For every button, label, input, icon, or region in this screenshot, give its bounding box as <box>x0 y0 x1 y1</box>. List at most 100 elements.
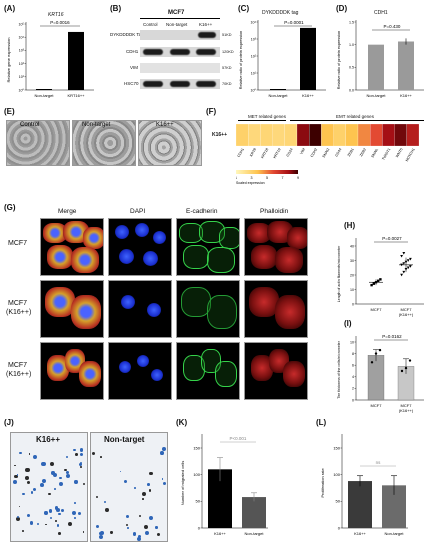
migrated-cell-dot <box>55 506 59 510</box>
y-tick-label: 10³ <box>19 49 25 53</box>
migrated-cell-dot <box>37 522 40 525</box>
migrated-cell-dot <box>145 530 150 535</box>
y-tick-label: 10⁴ <box>18 36 24 40</box>
panel-b-row-label-1: DYKDDDDK Tag <box>110 32 144 37</box>
heatmap-cell-cdh1 <box>236 123 249 147</box>
panel-g-row3-label-2: (K16++) <box>6 371 32 378</box>
panel-b-row-label-3: VIM <box>130 65 139 70</box>
panel-c-pvalue: P=0.0001 <box>284 20 304 25</box>
migrated-cell-dot <box>13 480 18 485</box>
panel-b-row-label-2: CDH1 <box>126 49 139 54</box>
heatmap-cell-snail <box>370 123 383 147</box>
migrated-cell-dot <box>58 476 62 480</box>
migrated-cell-dot <box>144 524 149 529</box>
migrated-cell-dot <box>14 464 16 467</box>
panel-h-xlabel-2b: (K16++) <box>399 312 414 317</box>
migrated-cell-dot <box>18 505 21 508</box>
y-tick-label: 100 <box>333 472 340 477</box>
blot-row-cdh1 <box>140 47 220 57</box>
panel-l-pvalue: ns <box>376 460 382 465</box>
y-tick-label: 10² <box>19 62 25 66</box>
i-bar <box>367 355 385 401</box>
migrated-cell-dot <box>66 474 71 479</box>
heatmap-cell-notch1 <box>406 123 420 147</box>
heatmap-gene-label: CD44 <box>335 148 343 158</box>
heatmap-gene-label: NOTCH1 <box>405 148 416 163</box>
y-tick-label: 4 <box>352 375 354 379</box>
panel-d-pvalue: P=0.430 <box>384 24 401 29</box>
migrated-cell-dot <box>56 524 60 527</box>
panel-f-group-met: MET related genes <box>248 114 286 119</box>
micrograph-nontarget <box>72 120 136 166</box>
migrated-cell-dot <box>33 454 38 459</box>
y-tick-label: 0 <box>352 302 354 306</box>
panel-i-pvalue: P=0.0162 <box>382 334 402 339</box>
panel-e-letter: (E) <box>4 107 15 116</box>
migrated-cell-dot <box>96 495 99 498</box>
migrated-cell-dot <box>160 451 164 455</box>
panel-j-label-1: K16++ <box>36 435 61 444</box>
y-tick-label: 0 <box>338 525 341 530</box>
migrated-cell-dot <box>80 466 82 468</box>
migrated-cell-dot <box>74 480 78 484</box>
panel-i-ylabel: The thickness of the cells/micrometer <box>337 340 341 399</box>
panel-a-ylabel: Relative gene expression <box>6 38 11 83</box>
migrated-cell-dot <box>95 524 100 529</box>
panel-a-letter: (A) <box>4 4 16 13</box>
panel-l-letter: (L) <box>316 418 327 427</box>
migrated-cell-dot <box>162 447 166 451</box>
panel-d-bar-k16 <box>398 41 414 90</box>
panel-b-lane-control: Control <box>143 22 158 27</box>
panel-b-lane-k16: K16++ <box>199 22 213 27</box>
panel-d-xlabel-1: Non-target <box>367 93 387 98</box>
y-tick-label: 100 <box>193 472 200 477</box>
y-tick-label: 1.5 <box>349 20 354 24</box>
migrated-cell-dot <box>16 515 20 519</box>
heatmap-cell-krt19 <box>272 123 285 147</box>
panel-k-xlabel-2: Non-target <box>245 531 265 536</box>
migrated-cell-dot <box>27 480 31 484</box>
panel-i-xlabel-1: MCF7 <box>371 403 383 408</box>
h-point <box>409 257 412 261</box>
y-tick-label: 10³ <box>251 37 257 41</box>
migrated-cell-dot <box>22 529 25 532</box>
panel-a-bar-nontarget <box>36 89 52 90</box>
panel-i-xlabel-2b: (K16++) <box>399 408 414 413</box>
migrated-cell-dot <box>79 452 83 456</box>
colorbar-tick: 7 <box>282 176 284 180</box>
panel-f-letter: (F) <box>206 107 217 116</box>
migrated-cell-dot <box>26 514 31 518</box>
migrated-cell-dot <box>132 532 137 536</box>
h-point <box>402 252 406 255</box>
panel-i-chart: The thickness of the cells/micrometer 10… <box>337 334 424 413</box>
migrated-cell-dot <box>25 475 30 480</box>
migrated-cell-dot <box>19 452 22 455</box>
panel-k-ylabel: Number of migrated cells <box>180 461 185 505</box>
migrated-cell-dot <box>22 492 25 496</box>
migrated-cell-dot <box>30 521 34 525</box>
panel-c-bar-k16 <box>300 27 316 91</box>
migrated-cell-dot <box>79 461 83 464</box>
panel-e-label-3: K16++ <box>156 122 174 128</box>
migrated-cell-dot <box>79 448 84 452</box>
heatmap-gene-label: KRT18 <box>260 148 269 160</box>
migrated-cell-dot <box>99 531 104 536</box>
heatmap-gene-label: WNT5 <box>395 148 404 159</box>
heatmap-gene-label: KRT19 <box>273 148 282 160</box>
migrated-cell-dot <box>75 452 78 456</box>
g-r2-ecadherin <box>176 280 240 338</box>
panel-l-xlabel-1: K16++ <box>354 531 366 536</box>
heatmap-cell-krt8 <box>248 123 261 147</box>
panel-h-ylabel: Length of actin filaments/micrometer <box>337 245 341 302</box>
panel-e-label-2: Non-target <box>82 122 111 128</box>
panel-d-letter: (D) <box>336 4 348 13</box>
migrated-cell-dot <box>30 490 34 494</box>
panel-a-title: KRT16 <box>48 12 64 18</box>
migrated-cell-dot <box>48 492 51 496</box>
migrated-cell-dot <box>91 452 95 456</box>
heatmap-cell-cd24 <box>284 123 298 147</box>
y-tick-label: 20 <box>350 273 354 277</box>
migrated-cell-dot <box>42 478 47 483</box>
panel-a-xlabel-1: Non-target <box>35 93 55 98</box>
migrated-cell-dot <box>148 489 152 492</box>
